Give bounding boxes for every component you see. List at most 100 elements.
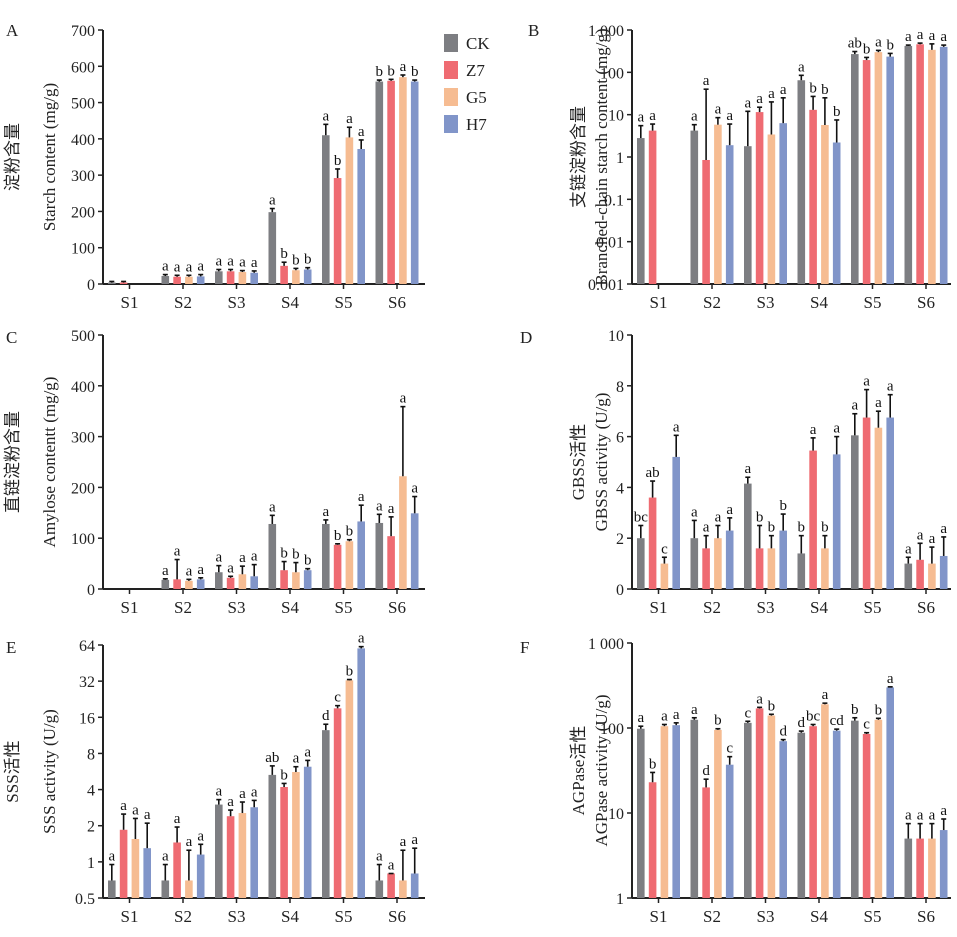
significance-label: a bbox=[186, 259, 193, 275]
significance-label: a bbox=[715, 102, 722, 118]
x-tick-label: S6 bbox=[388, 598, 406, 617]
y-tick-label: 700 bbox=[71, 23, 95, 40]
significance-label: d bbox=[798, 715, 806, 731]
significance-label: b bbox=[768, 520, 776, 536]
bar-H7-S3 bbox=[250, 272, 258, 284]
bar-H7-S5 bbox=[886, 56, 894, 285]
panel-letter: A bbox=[6, 21, 19, 40]
bar-H7-S4 bbox=[303, 570, 312, 589]
x-tick-label: S1 bbox=[650, 907, 668, 926]
x-tick-label: S1 bbox=[121, 907, 139, 926]
bar-CK-S3 bbox=[215, 271, 223, 284]
y-axis-label-cn: AGPase活性 bbox=[569, 726, 588, 816]
bar-H7-S1 bbox=[672, 456, 680, 589]
y-tick-label: 1 bbox=[616, 891, 624, 908]
significance-label: a bbox=[186, 834, 193, 850]
significance-label: a bbox=[863, 374, 870, 390]
significance-label: b bbox=[875, 702, 883, 718]
bar-G5-S2 bbox=[714, 124, 722, 284]
bar-Z7-S4 bbox=[280, 787, 288, 898]
significance-label: a bbox=[197, 828, 204, 844]
bar-CK-S2 bbox=[690, 538, 699, 589]
bar-Z7-S2 bbox=[702, 159, 710, 284]
bar-Z7-S3 bbox=[226, 577, 235, 589]
bar-Z7-S3 bbox=[755, 112, 764, 284]
y-axis-label: Branched-chain starch content (mg/g) bbox=[592, 28, 611, 285]
significance-label: b bbox=[280, 546, 288, 562]
significance-label: a bbox=[132, 802, 139, 818]
significance-label: b bbox=[809, 80, 817, 96]
significance-label: a bbox=[637, 110, 644, 126]
x-tick-label: S3 bbox=[228, 598, 246, 617]
legend-label-G5: G5 bbox=[466, 88, 487, 107]
significance-label: c bbox=[863, 717, 870, 733]
significance-label: b bbox=[304, 252, 312, 268]
bar-Z7-S3 bbox=[755, 548, 764, 589]
bar-H7-S5 bbox=[886, 687, 894, 898]
bar-G5-S6 bbox=[928, 563, 936, 589]
legend: CK Z7 G5 H7 bbox=[444, 34, 490, 134]
significance-label: a bbox=[358, 124, 365, 140]
significance-label: a bbox=[293, 751, 300, 767]
significance-label: a bbox=[304, 744, 311, 760]
significance-label: a bbox=[917, 527, 924, 543]
significance-label: a bbox=[703, 73, 710, 89]
significance-label: b bbox=[833, 104, 841, 120]
significance-label: a bbox=[691, 504, 698, 520]
significance-label: a bbox=[358, 489, 365, 505]
bar-G5-S5 bbox=[345, 680, 354, 898]
significance-label: b bbox=[346, 664, 354, 680]
y-tick-label: 32 bbox=[79, 674, 95, 691]
x-tick-label: S5 bbox=[335, 907, 353, 926]
significance-label: a bbox=[917, 27, 924, 43]
bar-G5-S1 bbox=[660, 726, 669, 898]
y-tick-label: 1 bbox=[87, 855, 95, 872]
y-tick-label: 200 bbox=[71, 480, 95, 497]
significance-label: a bbox=[108, 849, 115, 865]
y-tick-label: 2 bbox=[616, 531, 624, 548]
bar-H7-S2 bbox=[725, 145, 734, 284]
bar-CK-S2 bbox=[690, 130, 699, 284]
significance-label: a bbox=[411, 481, 418, 497]
significance-label: a bbox=[239, 255, 246, 271]
significance-label: b bbox=[756, 510, 764, 526]
significance-label: a bbox=[744, 95, 751, 111]
significance-label: a bbox=[346, 111, 353, 127]
bar-Z7-S1 bbox=[119, 282, 128, 284]
y-tick-label: 4 bbox=[87, 783, 95, 800]
significance-label: b bbox=[851, 702, 859, 718]
significance-label: a bbox=[887, 671, 894, 687]
y-tick-label: 10 bbox=[608, 108, 624, 125]
significance-label: a bbox=[929, 28, 936, 44]
bar-Z7-S3 bbox=[755, 708, 764, 898]
legend-label-H7: H7 bbox=[466, 115, 487, 134]
significance-label: a bbox=[227, 253, 234, 269]
bar-H7-S4 bbox=[303, 269, 312, 284]
significance-label: b bbox=[280, 246, 288, 262]
significance-label: a bbox=[726, 108, 733, 124]
significance-label: a bbox=[756, 691, 763, 707]
significance-label: a bbox=[251, 549, 258, 565]
bar-H7-S6 bbox=[939, 555, 948, 589]
bar-Z7-S4 bbox=[280, 570, 288, 589]
bar-G5-S5 bbox=[345, 137, 354, 284]
bar-H7-S2 bbox=[196, 854, 205, 898]
x-tick-label: S1 bbox=[121, 598, 139, 617]
x-tick-label: S5 bbox=[864, 293, 882, 312]
bar-G5-S3 bbox=[767, 715, 776, 898]
significance-label: a bbox=[691, 702, 698, 718]
bar-H7-S6 bbox=[410, 513, 419, 589]
significance-label: b bbox=[292, 547, 300, 563]
bar-Z7-S4 bbox=[809, 450, 817, 589]
bar-Z7-S6 bbox=[916, 559, 924, 589]
significance-label: a bbox=[940, 521, 947, 537]
x-tick-label: S2 bbox=[703, 907, 721, 926]
significance-label: bc bbox=[634, 510, 649, 526]
y-tick-label: 2 bbox=[87, 819, 95, 836]
panel-F: F 1 10 100 1 000 AGPase activity (U/g)AGPase活… bbox=[520, 636, 951, 926]
significance-label: a bbox=[251, 255, 258, 271]
y-tick-label: 4 bbox=[616, 480, 624, 497]
significance-label: d bbox=[779, 724, 787, 740]
x-tick-label: S2 bbox=[703, 293, 721, 312]
bar-Z7-S1 bbox=[648, 497, 657, 589]
